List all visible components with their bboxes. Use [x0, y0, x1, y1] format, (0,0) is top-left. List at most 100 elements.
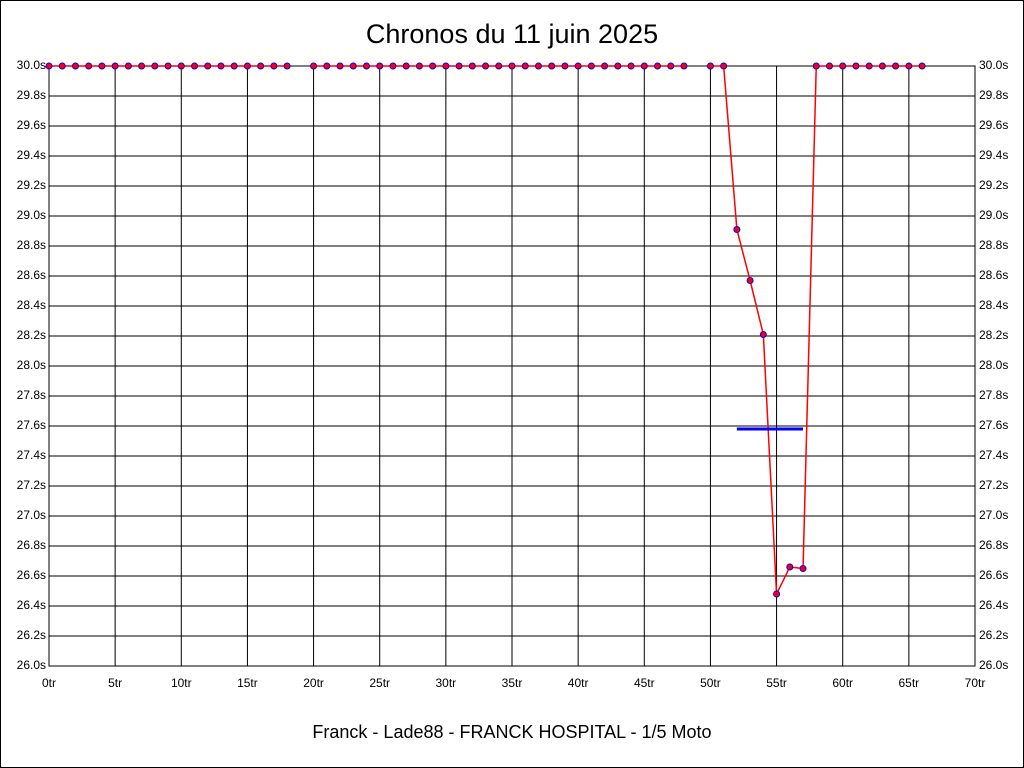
y-tick-label: 28.8s — [17, 238, 46, 252]
y2-tick-label: 26.6s — [979, 568, 1008, 582]
chart-title: Chronos du 11 juin 2025 — [366, 19, 658, 49]
data-point — [548, 62, 556, 70]
y-tick-label: 29.0s — [17, 208, 46, 222]
y-tick-label: 30.0s — [17, 58, 46, 72]
y2-tick-label: 27.6s — [979, 418, 1008, 432]
y-tick-label: 28.4s — [17, 298, 46, 312]
y-tick-label: 26.0s — [17, 658, 46, 672]
y2-tick-label: 26.0s — [979, 658, 1008, 672]
data-point — [323, 62, 331, 70]
data-point — [336, 62, 344, 70]
y2-tick-label: 29.0s — [979, 208, 1008, 222]
x-tick-label: 70tr — [965, 676, 986, 690]
data-point — [627, 62, 635, 70]
data-point — [786, 563, 794, 571]
data-point — [349, 62, 357, 70]
y-tick-label: 27.4s — [17, 448, 46, 462]
data-point — [799, 565, 807, 572]
data-point — [45, 62, 53, 70]
data-point — [177, 62, 185, 70]
data-point — [892, 62, 900, 70]
data-point — [878, 62, 886, 70]
data-point — [98, 62, 106, 70]
x-tick-label: 15tr — [237, 676, 258, 690]
data-point — [773, 590, 781, 598]
y2-tick-label: 29.6s — [979, 118, 1008, 132]
y-tick-label: 27.6s — [17, 418, 46, 432]
data-point — [720, 62, 728, 70]
y-tick-label: 27.8s — [17, 388, 46, 402]
data-point — [852, 62, 860, 70]
data-point — [468, 62, 476, 70]
y-tick-label: 29.4s — [17, 148, 46, 162]
data-point — [865, 62, 873, 70]
data-point — [124, 62, 132, 70]
data-point — [111, 62, 119, 70]
data-point — [574, 62, 582, 70]
data-point — [654, 62, 662, 70]
data-point — [561, 62, 569, 70]
x-tick-label: 25tr — [369, 676, 390, 690]
y2-tick-label: 28.0s — [979, 358, 1008, 372]
y2-tick-label: 28.6s — [979, 268, 1008, 282]
y2-tick-label: 26.8s — [979, 538, 1008, 552]
data-point — [812, 62, 820, 70]
data-point — [230, 62, 238, 70]
data-point — [905, 62, 913, 70]
data-point — [283, 62, 291, 70]
data-point — [85, 62, 93, 70]
data-point — [442, 62, 450, 70]
y2-tick-label: 28.4s — [979, 298, 1008, 312]
data-point — [482, 62, 490, 70]
y2-tick-label: 27.2s — [979, 478, 1008, 492]
data-point — [138, 62, 146, 70]
data-point — [680, 62, 688, 70]
y2-tick-label: 29.4s — [979, 148, 1008, 162]
y2-tick-label: 27.8s — [979, 388, 1008, 402]
x-tick-label: 10tr — [171, 676, 192, 690]
y2-tick-label: 27.0s — [979, 508, 1008, 522]
y-tick-label: 29.8s — [17, 88, 46, 102]
y2-tick-label: 28.2s — [979, 328, 1008, 342]
data-point — [759, 331, 767, 338]
x-tick-label: 0tr — [42, 676, 56, 690]
data-point — [508, 62, 516, 70]
y2-tick-label: 26.2s — [979, 628, 1008, 642]
x-tick-label: 50tr — [700, 676, 721, 690]
y2-tick-label: 29.2s — [979, 178, 1008, 192]
x-tick-label: 55tr — [766, 676, 787, 690]
y2-tick-label: 27.4s — [979, 448, 1008, 462]
x-tick-label: 65tr — [899, 676, 920, 690]
data-point — [191, 62, 199, 70]
data-point — [667, 62, 675, 70]
data-point — [825, 62, 833, 70]
y-tick-label: 29.6s — [17, 118, 46, 132]
data-point — [270, 62, 278, 70]
y-tick-label: 28.0s — [17, 358, 46, 372]
data-point — [587, 62, 595, 70]
data-point — [640, 62, 648, 70]
x-tick-label: 20tr — [303, 676, 324, 690]
data-point — [71, 62, 79, 70]
y-tick-label: 26.6s — [17, 568, 46, 582]
y-tick-label: 26.8s — [17, 538, 46, 552]
data-point — [58, 62, 66, 70]
data-point — [918, 62, 926, 70]
data-point — [243, 62, 251, 70]
y-tick-label: 27.0s — [17, 508, 46, 522]
y-tick-label: 29.2s — [17, 178, 46, 192]
data-point — [204, 62, 212, 70]
y-tick-label: 28.6s — [17, 268, 46, 282]
data-point — [534, 62, 542, 70]
data-point — [402, 62, 410, 70]
data-point — [164, 62, 172, 70]
x-tick-label: 45tr — [634, 676, 655, 690]
data-point — [733, 226, 741, 233]
x-tick-label: 60tr — [832, 676, 853, 690]
data-point — [455, 62, 463, 70]
x-tick-label: 40tr — [568, 676, 589, 690]
data-point — [706, 62, 714, 70]
data-point — [389, 62, 397, 70]
x-tick-label: 30tr — [436, 676, 457, 690]
data-point — [495, 62, 503, 70]
